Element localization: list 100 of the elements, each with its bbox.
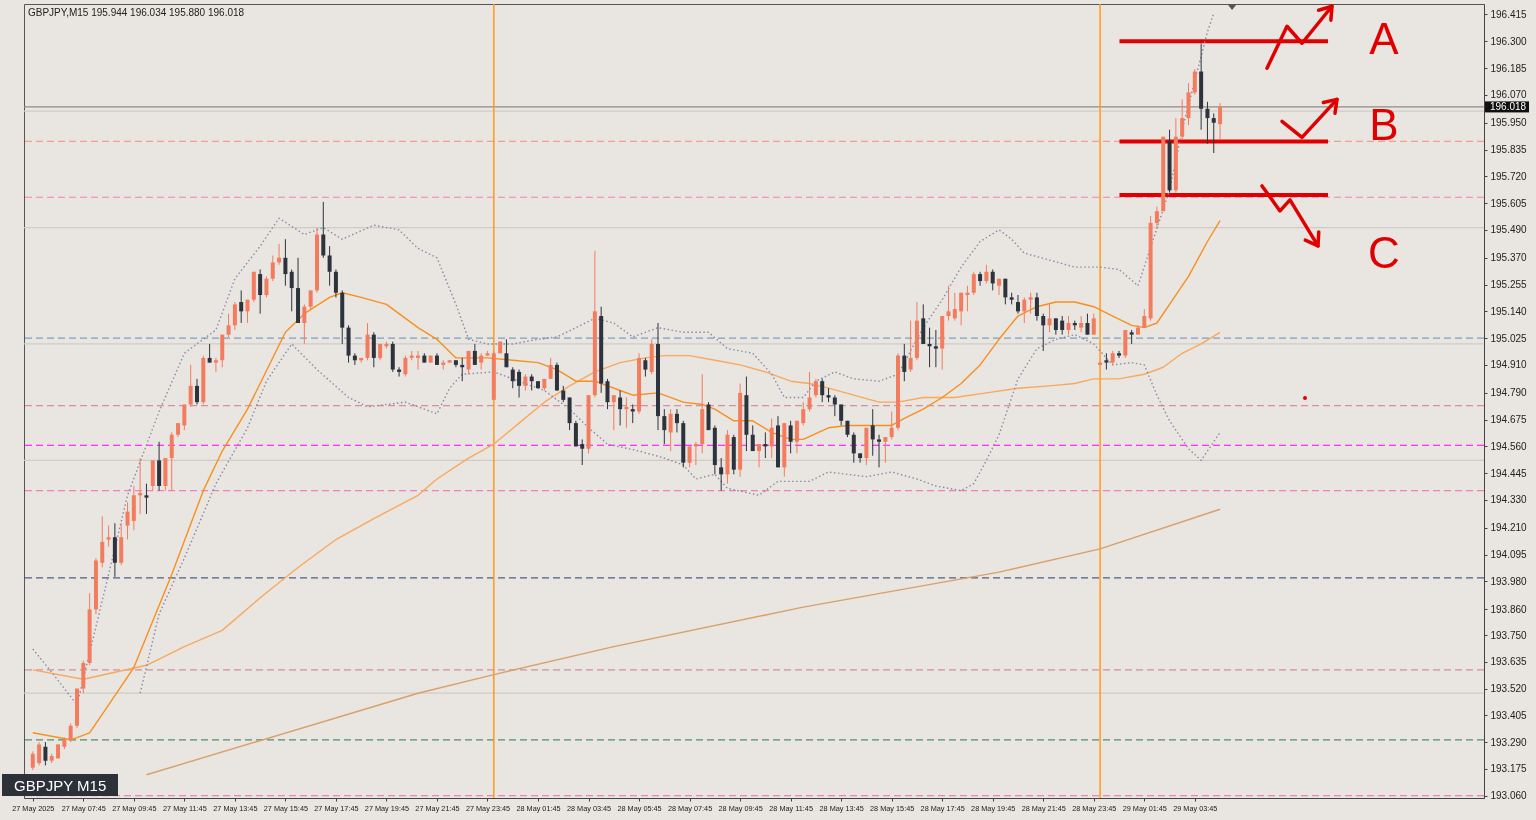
candlestick <box>794 420 799 454</box>
candlestick <box>37 741 42 766</box>
y-tick-label: 196.300 <box>1490 35 1528 47</box>
candlestick <box>605 378 610 410</box>
candlestick <box>504 338 509 368</box>
candlestick <box>719 457 724 492</box>
candlestick <box>264 275 269 298</box>
candlestick <box>270 254 275 282</box>
candlestick <box>839 403 844 426</box>
candlestick <box>573 420 578 447</box>
candlestick <box>908 320 913 373</box>
candlestick <box>858 452 863 464</box>
candlestick <box>662 408 667 445</box>
candlestick <box>971 271 976 296</box>
chart-title: GBPJPY,M15 195.944 196.034 195.880 196.018 <box>28 7 245 19</box>
candlestick <box>933 329 938 368</box>
candlestick <box>757 443 762 468</box>
y-tick-label: 195.720 <box>1490 170 1528 182</box>
candlestick <box>1041 313 1046 352</box>
candlestick <box>611 394 616 431</box>
y-tick-label: 194.210 <box>1490 522 1528 534</box>
candlestick <box>548 357 553 380</box>
y-tick-label: 196.415 <box>1490 8 1528 20</box>
candlestick <box>1003 278 1008 305</box>
y-tick-label: 194.910 <box>1490 359 1528 371</box>
y-tick-label: 193.060 <box>1490 790 1528 802</box>
candlestick <box>946 285 951 322</box>
candlestick <box>403 355 408 378</box>
line-series <box>145 508 1221 776</box>
candlestick <box>144 483 149 515</box>
y-tick-label: 193.750 <box>1490 629 1528 641</box>
y-tick-label: 193.635 <box>1490 656 1528 668</box>
candlestick <box>194 378 199 405</box>
candlestick <box>952 292 957 322</box>
candlestick <box>959 292 964 326</box>
candlestick <box>643 357 648 378</box>
candlestick <box>169 431 174 492</box>
y-tick-label: 195.835 <box>1490 144 1528 156</box>
candlestick <box>106 525 111 548</box>
y-tick-label: 195.370 <box>1490 252 1528 264</box>
y-tick-label: 194.790 <box>1490 387 1528 399</box>
candlestick <box>1205 101 1210 145</box>
candlestick <box>851 431 856 464</box>
candlestick <box>750 424 755 452</box>
candlestick <box>258 268 263 315</box>
candlestick <box>668 408 673 452</box>
candlestick <box>517 369 522 399</box>
candlestick <box>674 408 679 433</box>
candlestick <box>997 278 1002 296</box>
candlestick <box>877 434 882 468</box>
y-tick-label: 196.018 <box>1490 101 1527 113</box>
candlestick <box>1142 308 1147 329</box>
annotation: GBPJPY M15 <box>2 774 119 796</box>
candlestick <box>1028 292 1033 315</box>
candlestick <box>1015 294 1020 315</box>
candlestick <box>1034 292 1039 322</box>
y-tick-label: 195.950 <box>1490 117 1528 129</box>
candlestick <box>990 268 995 291</box>
y-tick-label: 195.605 <box>1490 197 1528 209</box>
candlestick <box>1060 315 1065 336</box>
y-tick-label: 193.860 <box>1490 603 1528 615</box>
candlestick <box>1066 315 1071 336</box>
candlestick <box>30 750 35 771</box>
y-tick-label: 195.025 <box>1490 332 1528 344</box>
candlestick <box>1047 303 1052 333</box>
candlestick <box>182 403 187 431</box>
candlestick <box>807 371 812 412</box>
candlestick <box>769 417 774 459</box>
ref-line-label: B <box>1369 99 1399 149</box>
candlestick <box>371 331 376 368</box>
candlestick <box>820 378 825 403</box>
candlestick <box>283 238 288 287</box>
candlestick <box>365 322 370 361</box>
ref-line-label: A <box>1369 13 1400 63</box>
candlestick <box>1180 98 1185 140</box>
candlestick <box>239 289 244 324</box>
candlestick <box>232 301 237 331</box>
y-tick-label: 195.255 <box>1490 279 1528 291</box>
candlestick <box>788 420 793 454</box>
candlestick <box>1091 313 1096 336</box>
candlestick <box>1085 313 1090 336</box>
candlestick <box>207 343 212 364</box>
candlestick <box>618 390 623 426</box>
candlestick <box>472 343 477 366</box>
candlestick <box>125 501 130 541</box>
candlestick <box>870 408 875 457</box>
candlestick <box>687 445 692 468</box>
candlestick <box>188 364 193 408</box>
y-tick-label: 195.140 <box>1490 305 1528 317</box>
candlestick <box>226 313 231 338</box>
y-tick-label: 193.520 <box>1490 683 1528 695</box>
candlestick <box>302 303 307 345</box>
candlestick <box>1079 315 1084 333</box>
candlestick <box>889 410 894 440</box>
y-tick-label: 194.445 <box>1490 467 1528 479</box>
candlestick <box>333 268 338 298</box>
candlestick <box>321 201 326 259</box>
y-tick-label: 194.095 <box>1490 549 1528 561</box>
candlestick <box>1117 350 1122 359</box>
candlestick <box>1154 206 1159 229</box>
